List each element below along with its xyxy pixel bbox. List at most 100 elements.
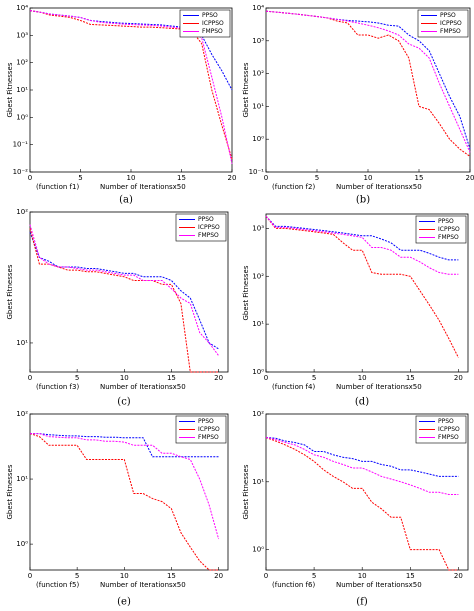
x-tick-label: 20 — [214, 572, 223, 580]
x-tick-label: 20 — [214, 374, 223, 382]
series-line — [265, 437, 459, 495]
y-tick-label: 10² — [252, 410, 264, 418]
y-axis-label: Gbest Fitnesses — [242, 265, 250, 320]
x-tick-label: 15 — [167, 572, 176, 580]
y-tick-label: 10¹ — [16, 86, 28, 94]
x-note: (function f3) — [36, 383, 79, 391]
x-note: (function f5) — [36, 581, 79, 589]
y-tick-label: 10⁰ — [252, 368, 264, 376]
y-tick-label: 10² — [16, 59, 28, 67]
y-tick-label: 10⁰ — [16, 113, 28, 121]
x-axis-label: Number of Iterationsx50 — [100, 383, 186, 391]
legend-label: ICPPSO — [440, 20, 462, 27]
x-tick-label: 10 — [127, 174, 136, 182]
panel-caption: (c) — [117, 397, 131, 408]
y-tick-label: 10³ — [252, 37, 264, 45]
y-tick-label: 10⁰ — [16, 540, 28, 548]
x-tick-label: 20 — [466, 174, 474, 182]
y-tick-label: 10¹ — [16, 475, 28, 483]
y-axis-label: Gbest Fitnesses — [242, 62, 250, 117]
x-axis-label: Number of Iterationsx50 — [336, 581, 422, 589]
panel: 10⁻² 10⁻¹ 10⁰ 10¹ 10² 10³ 10⁴ 0 5 10 15 20 (function… — [6, 4, 236, 206]
legend-label: PPSO — [438, 218, 454, 225]
y-tick-label: 10¹ — [16, 339, 28, 347]
x-note: (function f4) — [272, 383, 315, 391]
x-axis-label: Number of Iterationsx50 — [100, 581, 186, 589]
legend-label: FMPSO — [198, 434, 219, 441]
panel-caption: (a) — [119, 195, 133, 206]
x-tick-label: 5 — [78, 174, 82, 182]
series-line — [29, 232, 219, 350]
y-tick-label: 10³ — [16, 31, 28, 39]
x-tick-label: 5 — [312, 572, 316, 580]
y-tick-label: 10⁴ — [252, 4, 264, 12]
y-tick-label: 10³ — [252, 224, 264, 232]
y-tick-label: 10² — [16, 410, 28, 418]
y-tick-label: 10⁻¹ — [13, 141, 29, 149]
x-tick-label: 15 — [167, 374, 176, 382]
x-axis-label: Number of Iterationsx50 — [100, 183, 186, 191]
series-line — [265, 215, 459, 261]
y-tick-label: 10⁰ — [252, 135, 264, 143]
panel-caption: (f) — [356, 597, 368, 608]
panel: 10⁰ 10¹ 10² 0 5 10 15 20 (function f5) Number of … — [6, 410, 229, 608]
x-tick-label: 5 — [75, 374, 79, 382]
y-tick-label: 10⁰ — [252, 546, 264, 554]
x-tick-label: 20 — [228, 174, 237, 182]
legend-label: ICPPSO — [438, 426, 460, 433]
legend-label: ICPPSO — [202, 20, 224, 27]
series-line — [265, 215, 459, 358]
plot-frame — [265, 213, 469, 373]
x-axis-label: Number of Iterationsx50 — [336, 383, 422, 391]
y-axis-label: Gbest Fitnesses — [6, 264, 14, 319]
series-line — [265, 437, 459, 571]
legend-label: FMPSO — [198, 232, 219, 239]
panel: 10⁰ 10¹ 10² 0 5 10 15 20 (function f6) Number of … — [242, 410, 469, 608]
x-tick-label: 15 — [406, 572, 415, 580]
x-tick-label: 20 — [454, 572, 463, 580]
y-axis-label: Gbest Fitnesses — [6, 62, 14, 117]
panel-caption: (e) — [117, 597, 131, 608]
legend-label: FMPSO — [440, 28, 461, 35]
legend-label: ICPPSO — [198, 426, 220, 433]
series-line — [29, 433, 219, 571]
plot-frame — [29, 211, 229, 373]
x-tick-label: 10 — [364, 174, 373, 182]
legend-label: ICPPSO — [198, 224, 220, 231]
plot-frame — [265, 413, 469, 571]
x-tick-label: 10 — [120, 374, 129, 382]
series-line — [265, 10, 471, 153]
legend-label: PPSO — [438, 418, 454, 425]
legend-label: FMPSO — [202, 28, 223, 35]
series-line — [265, 10, 471, 150]
y-tick-label: 10² — [252, 70, 264, 78]
x-tick-label: 5 — [75, 572, 79, 580]
x-axis-label: Number of Iterationsx50 — [336, 183, 422, 191]
x-note: (function f2) — [272, 183, 315, 191]
y-tick-label: 10² — [16, 208, 28, 216]
y-axis-label: Gbest Fitnesses — [242, 464, 250, 519]
y-axis-label: Gbest Fitnesses — [6, 464, 14, 519]
x-tick-label: 10 — [120, 572, 129, 580]
legend-label: FMPSO — [438, 434, 459, 441]
plot-frame — [29, 413, 229, 571]
series-line — [29, 228, 219, 373]
series-line — [30, 433, 220, 540]
legend-label: PPSO — [440, 12, 456, 19]
x-tick-label: 15 — [415, 174, 424, 182]
y-tick-label: 10² — [252, 272, 264, 280]
series-line — [29, 224, 220, 356]
x-tick-label: 0 — [28, 572, 32, 580]
y-tick-label: 10⁻¹ — [249, 168, 265, 176]
y-tick-label: 10¹ — [252, 478, 264, 486]
x-tick-label: 15 — [406, 374, 415, 382]
x-tick-label: 10 — [358, 374, 367, 382]
legend-label: FMPSO — [438, 234, 459, 241]
x-tick-label: 0 — [28, 174, 32, 182]
panel: 10⁰ 10¹ 10² 10³ 0 5 10 15 20 (function f4) Number … — [242, 213, 469, 408]
x-note: (function f1) — [36, 183, 79, 191]
x-tick-label: 0 — [264, 174, 268, 182]
panel: 10⁻¹ 10⁰ 10¹ 10² 10³ 10⁴ 0 5 10 15 20 (function f2)… — [242, 4, 474, 206]
x-tick-label: 15 — [177, 174, 186, 182]
